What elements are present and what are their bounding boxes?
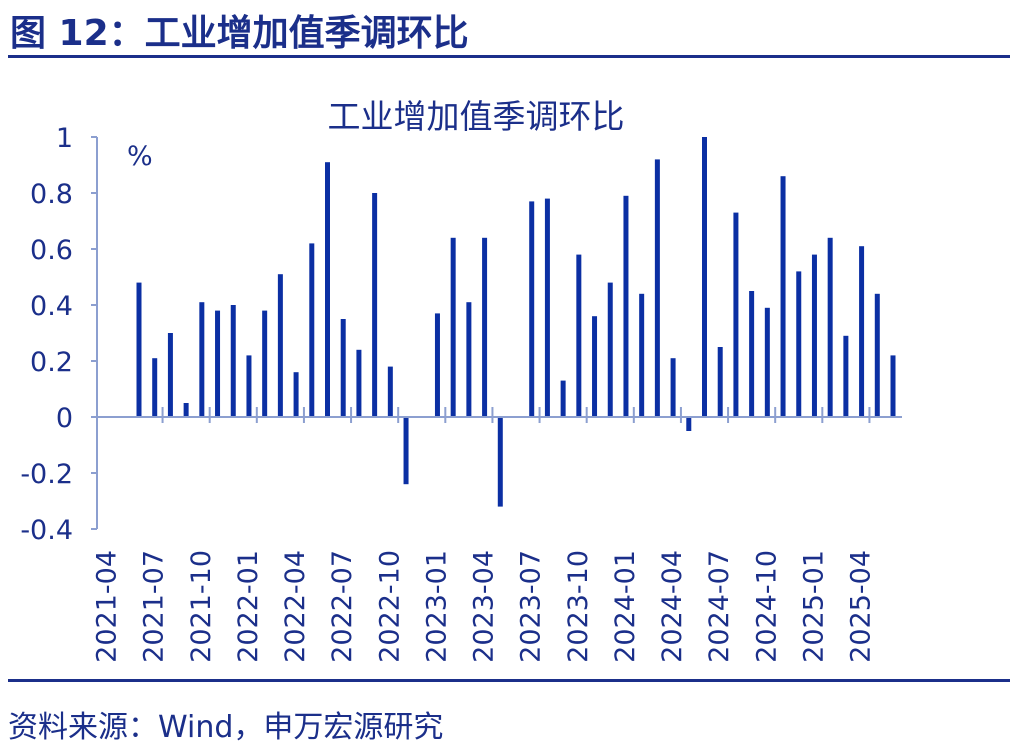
- header-rule: [8, 55, 1010, 58]
- bar: [639, 293, 645, 417]
- bar-series: [136, 137, 896, 507]
- bar: [199, 302, 205, 417]
- footer-rule: [8, 679, 1010, 682]
- bar: [246, 355, 252, 417]
- bar: [717, 347, 723, 417]
- x-tick-label: 2022-04: [280, 550, 311, 663]
- bar-chart: 工业增加值季调环比 % 1 0.8 0.6 0.4 0.2 0 -0.2 -0.4 2021-…: [20, 97, 902, 663]
- y-axis: 1 0.8 0.6 0.4 0.2 0 -0.2 -0.4: [20, 123, 97, 546]
- bar: [544, 198, 550, 417]
- x-tick-label: 2022-01: [233, 550, 264, 663]
- bar: [277, 274, 283, 417]
- bar: [340, 319, 346, 417]
- bar: [749, 291, 755, 417]
- x-tick-label: 2023-10: [563, 550, 594, 663]
- x-tick-label: 2022-07: [327, 550, 358, 663]
- source-note: 资料来源：Wind，申万宏源研究: [8, 710, 444, 745]
- unit-label: %: [127, 141, 153, 172]
- x-axis: 2021-04 2021-07 2021-10 2022-01 2022-04 2022-…: [92, 407, 877, 663]
- bar: [686, 417, 692, 431]
- bar: [167, 333, 173, 417]
- x-tick-label: 2021-10: [186, 550, 217, 663]
- y-tick-label: 0.6: [30, 235, 73, 266]
- bar: [482, 237, 488, 417]
- bar: [262, 310, 268, 417]
- bar: [874, 293, 880, 417]
- y-tick-label: 0: [56, 403, 73, 434]
- x-tick-label: 2024-04: [657, 550, 688, 663]
- bar: [356, 349, 362, 417]
- bar: [576, 254, 582, 417]
- x-tick-label: 2024-01: [610, 550, 641, 663]
- bar: [325, 162, 330, 417]
- bar: [387, 366, 393, 417]
- x-tick-label: 2022-10: [374, 550, 405, 663]
- bar: [796, 271, 802, 417]
- x-tick-label: 2025-01: [798, 550, 829, 663]
- bar: [592, 316, 598, 417]
- bar: [466, 302, 472, 417]
- bar: [780, 176, 786, 417]
- bar: [230, 305, 236, 417]
- x-tick-label: 2021-04: [92, 550, 123, 663]
- x-tick-label: 2023-07: [516, 550, 547, 663]
- bar: [654, 159, 660, 417]
- bar: [529, 201, 535, 417]
- bar: [560, 380, 566, 417]
- bar: [827, 237, 833, 417]
- bar: [372, 193, 378, 417]
- bar: [183, 403, 189, 417]
- bar: [859, 246, 865, 417]
- bar: [607, 282, 613, 417]
- bar: [764, 307, 770, 417]
- bar: [811, 254, 817, 417]
- bar: [309, 243, 315, 417]
- x-tick-label: 2024-07: [704, 550, 735, 663]
- bar: [136, 282, 142, 417]
- x-tick-label: 2023-01: [421, 550, 452, 663]
- x-tick-label: 2024-10: [751, 550, 782, 663]
- figure-title: 图 12：工业增加值季调环比: [10, 13, 469, 54]
- y-tick-label: 0.2: [30, 347, 73, 378]
- bar: [733, 212, 739, 417]
- y-tick-label: -0.4: [20, 515, 73, 546]
- bar: [702, 137, 707, 417]
- bar: [434, 313, 440, 417]
- bar: [293, 372, 299, 417]
- bar: [890, 355, 896, 417]
- y-tick-label: 0.4: [30, 291, 73, 322]
- bar: [623, 195, 629, 417]
- y-tick-label: -0.2: [20, 459, 73, 490]
- x-tick-label: 2025-04: [846, 550, 877, 663]
- bar: [843, 335, 849, 417]
- bar: [403, 417, 409, 485]
- bar: [450, 237, 456, 417]
- x-tick-label: 2023-04: [469, 550, 500, 663]
- bar: [152, 358, 158, 417]
- y-tick-label: 1: [56, 123, 73, 154]
- x-tick-label: 2021-07: [139, 550, 170, 663]
- bar: [215, 310, 221, 417]
- bar: [497, 417, 503, 507]
- y-tick-label: 0.8: [30, 179, 73, 210]
- chart-title: 工业增加值季调环比: [328, 97, 625, 136]
- figure-header: 图 12：工业增加值季调环比: [0, 0, 1021, 58]
- bar: [670, 358, 676, 417]
